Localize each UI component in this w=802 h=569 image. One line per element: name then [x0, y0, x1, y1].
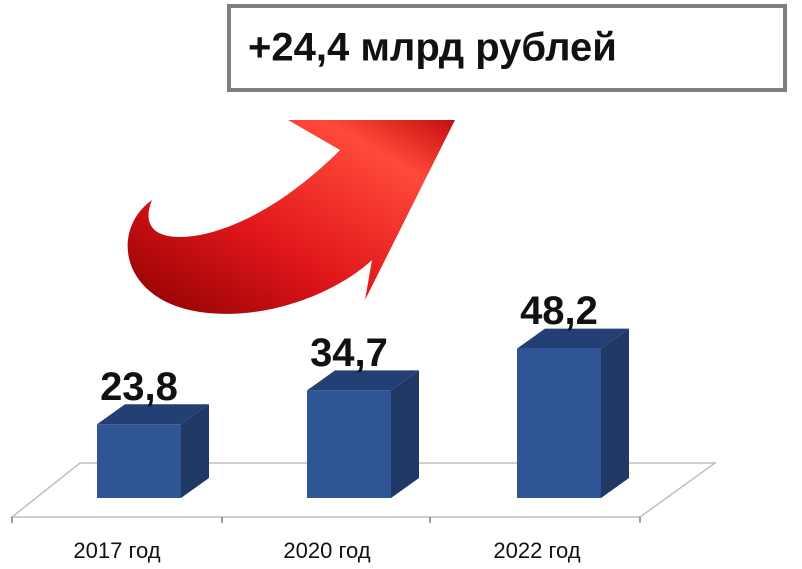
bar-top: [307, 370, 419, 391]
annotation: +24,4 млрд рублей: [248, 26, 617, 70]
bar-side: [601, 328, 629, 498]
annotation-box: [227, 4, 787, 92]
x-tick-label: 2017 год: [73, 538, 160, 563]
x-tick-label: 2022 год: [493, 538, 580, 563]
bar-top: [97, 404, 209, 425]
growth-arrow: [127, 120, 455, 314]
x-tick-label: 2020 год: [283, 538, 370, 563]
bar-top: [517, 328, 629, 349]
value-label: 34,7: [310, 331, 388, 375]
value-label: 23,8: [100, 365, 178, 409]
bar-side: [181, 404, 209, 498]
bar-side: [391, 370, 419, 498]
bar: [517, 348, 601, 498]
bar: [307, 390, 391, 498]
bar: [97, 424, 181, 498]
value-label: 48,2: [520, 289, 598, 333]
